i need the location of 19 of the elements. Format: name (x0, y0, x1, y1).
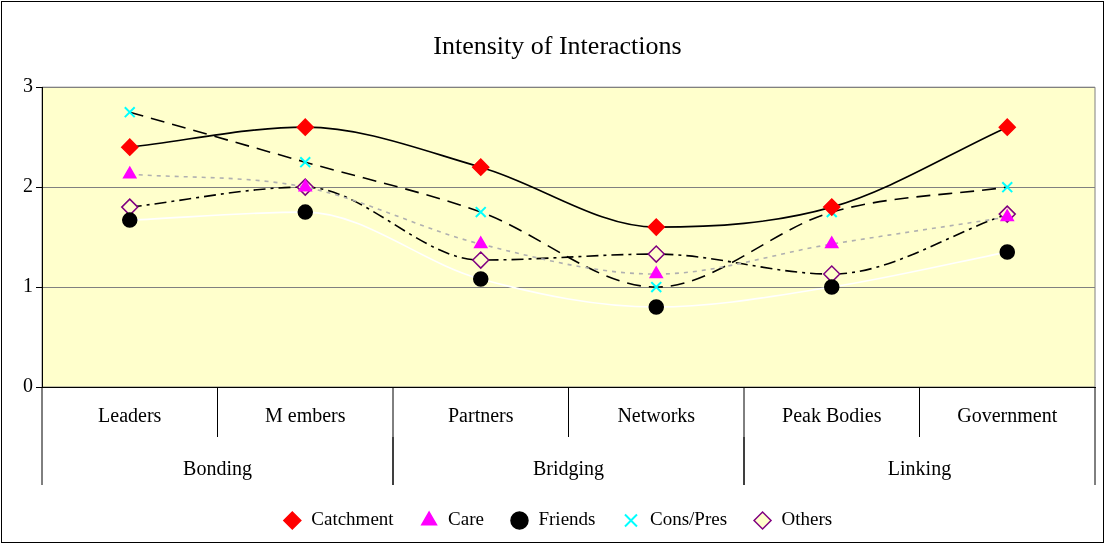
x-tick-label: Networks (617, 404, 696, 427)
x-tick-label: Peak Bodies (782, 404, 882, 427)
text: Linking (887, 457, 952, 481)
x-tick-label: Leaders (98, 404, 162, 427)
legend-label: Cons/Pres (649, 508, 728, 530)
y-tick-label: 0 (23, 374, 33, 397)
legend-label: Friends (538, 508, 596, 530)
x-tick-label: Government (957, 404, 1058, 427)
chart-title: Intensity of Interactions (433, 31, 682, 61)
text: Bridging (532, 457, 605, 481)
y-tick-label: 3 (23, 74, 33, 97)
legend-label: Care (448, 508, 484, 530)
y-tick-label: 1 (23, 274, 33, 297)
x-tick-label: Partners (447, 404, 514, 427)
text: Bonding (183, 457, 252, 481)
x-tick-label: M embers (264, 404, 346, 427)
legend-label: Others (781, 508, 833, 530)
y-tick-label: 2 (23, 174, 33, 197)
legend-label: Catchment (311, 508, 395, 530)
